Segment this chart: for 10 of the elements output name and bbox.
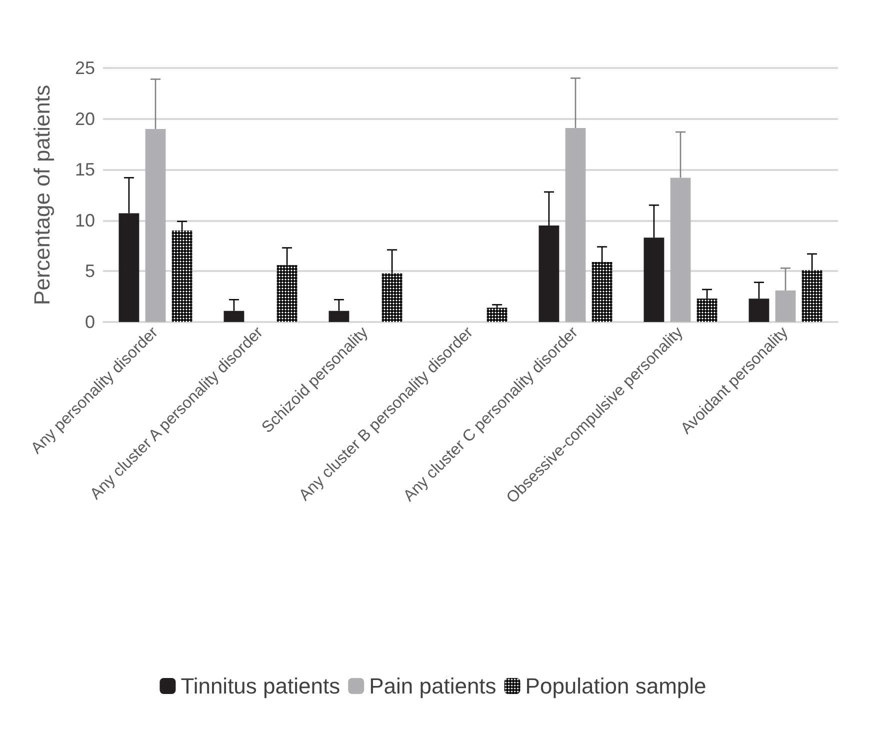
y-tick-label: 15 (74, 160, 95, 180)
y-tick-label: 0 (84, 312, 95, 332)
y-tick-label: 25 (74, 58, 95, 78)
legend-label: Tinnitus patients (180, 674, 340, 698)
legend-label: Pain patients (369, 674, 496, 698)
y-tick-label: 20 (74, 108, 95, 129)
y-axis-title: Percentage of patients (30, 84, 54, 306)
legend-label: Population sample (525, 674, 706, 698)
y-tick-label: 10 (74, 210, 95, 230)
y-tick-label: 5 (84, 261, 95, 282)
